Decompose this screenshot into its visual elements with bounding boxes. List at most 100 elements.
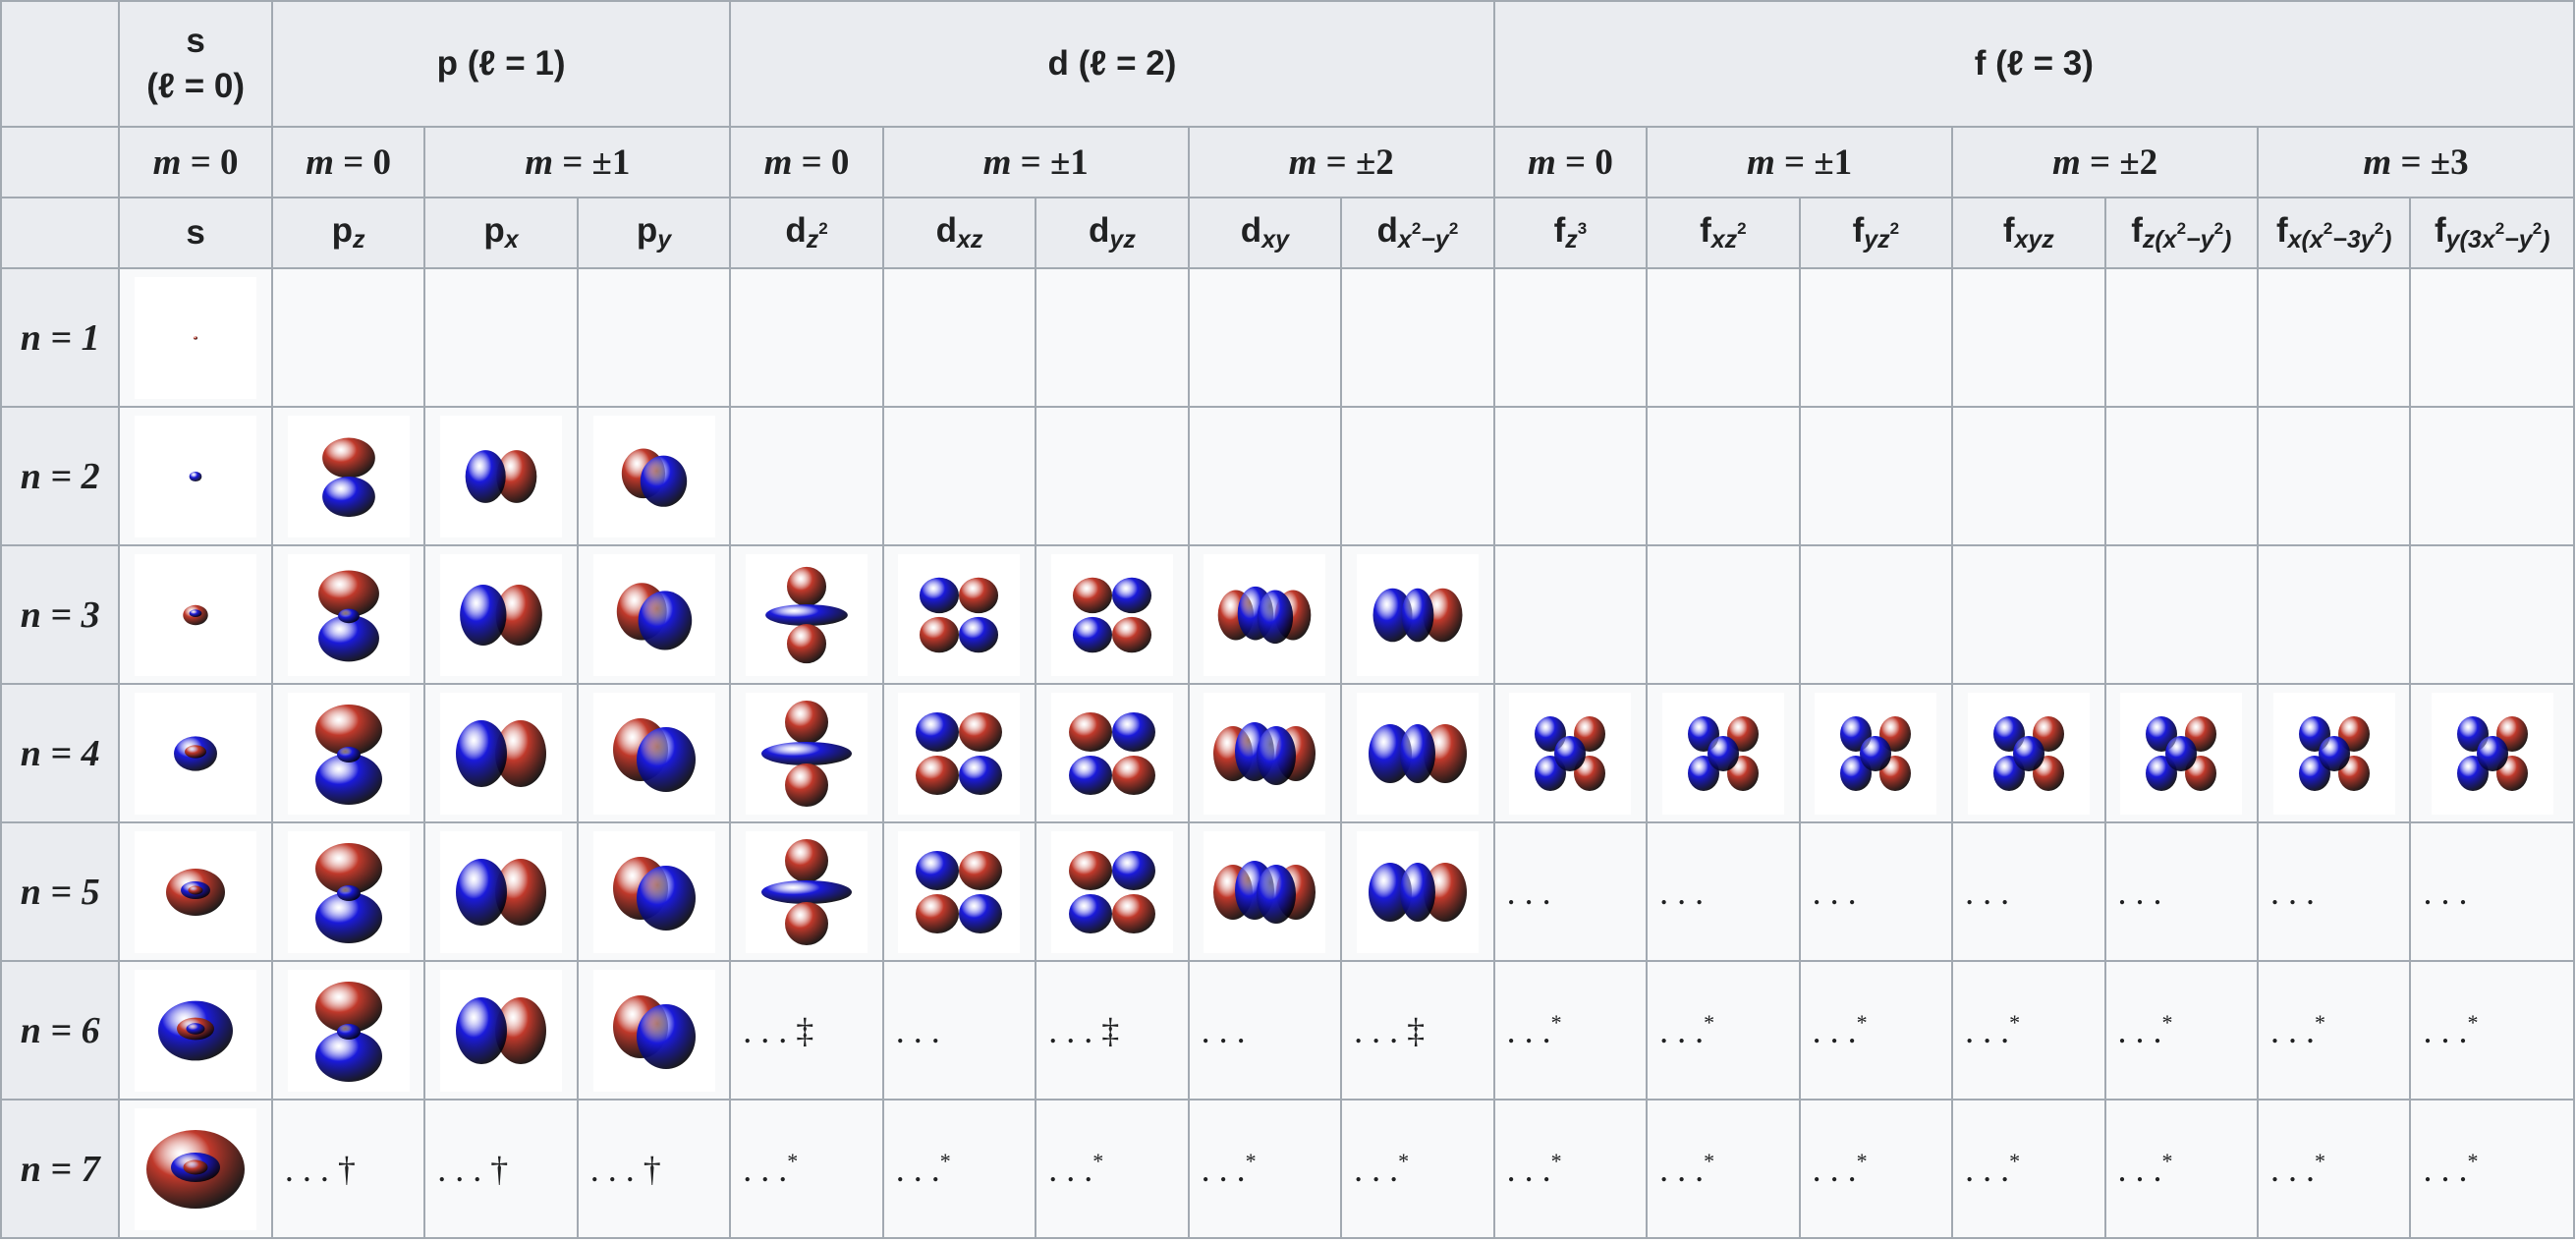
- orbital-row: n = 4: [0, 683, 2575, 823]
- ellipsis-cell: . . .*: [1798, 1099, 1954, 1239]
- row-label-n: n = 3: [0, 544, 121, 685]
- empty-cell: [1492, 544, 1649, 685]
- s-orbital-icon: [135, 692, 257, 815]
- row-label-n: n = 4: [0, 683, 121, 823]
- orbital-cell: [423, 683, 579, 823]
- orbital-cell: [576, 821, 732, 962]
- m-header: m = 0: [1492, 126, 1649, 198]
- orbital-name: fyz2: [1798, 197, 1954, 269]
- m-header: m = 0: [729, 126, 884, 198]
- orbital-name: fz3: [1492, 197, 1649, 269]
- py-orbital-icon: [592, 692, 715, 815]
- ellipsis-cell: . . .*: [1646, 960, 1801, 1101]
- m-header: m = 0: [118, 126, 273, 198]
- corner-cell: [0, 197, 121, 269]
- ellipsis-cell: . . .*: [1340, 1099, 1495, 1239]
- empty-cell: [423, 267, 579, 408]
- orbital-name: fxyz: [1951, 197, 2106, 269]
- empty-cell: [729, 406, 884, 546]
- dx2y2-orbital-icon: [1356, 692, 1479, 815]
- orbital-cell: [1798, 683, 1954, 823]
- fz3-orbital-icon: [1509, 692, 1632, 815]
- ellipsis-cell: . . .*: [881, 1099, 1037, 1239]
- ellipsis-cell: . . .: [1798, 821, 1954, 962]
- ellipsis-cell: . . .*: [1798, 960, 1954, 1101]
- empty-cell: [1951, 544, 2106, 685]
- orbital-cell: [576, 960, 732, 1101]
- pz-orbital-icon: [287, 969, 410, 1092]
- empty-cell: [1187, 267, 1343, 408]
- orbital-cell: [1646, 683, 1801, 823]
- orbital-name: dxz: [881, 197, 1037, 269]
- row-label-n: n = 5: [0, 821, 121, 962]
- l-header-s: s (ℓ = 0): [118, 0, 273, 128]
- orbital-row: n = 7. . . †. . . †. . . †. . .*. . .*. …: [0, 1099, 2575, 1239]
- px-orbital-icon: [440, 692, 563, 815]
- m-header: m = 0: [270, 126, 426, 198]
- empty-cell: [2257, 406, 2412, 546]
- m-header: m = ±1: [881, 126, 1190, 198]
- pz-orbital-icon: [287, 415, 410, 537]
- ellipsis-cell: . . .*: [1951, 960, 2106, 1101]
- ellipsis-cell: . . .*: [1035, 1099, 1190, 1239]
- s-orbital-icon: [135, 276, 257, 399]
- empty-cell: [1951, 267, 2106, 408]
- py-orbital-icon: [592, 415, 715, 537]
- ellipsis-cell: . . . ‡: [729, 960, 884, 1101]
- ellipsis-cell: . . .*: [2103, 960, 2260, 1101]
- row-label-n: n = 7: [0, 1099, 121, 1239]
- px-orbital-icon: [440, 415, 563, 537]
- orbital-cell: [576, 683, 732, 823]
- orbital-cell: [881, 544, 1037, 685]
- fxyz-orbital-icon: [1967, 692, 2090, 815]
- empty-cell: [2409, 406, 2575, 546]
- orbital-cell: [423, 960, 579, 1101]
- orbital-name: fz(x2−y2): [2103, 197, 2260, 269]
- fyz2-orbital-icon: [1815, 692, 1937, 815]
- orbital-cell: [1340, 683, 1495, 823]
- ellipsis-cell: . . .*: [2257, 1099, 2412, 1239]
- m-header-row: m = 0 m = 0 m = ±1 m = 0 m = ±1 m = ±2 m…: [0, 126, 2575, 198]
- orbital-name: s: [118, 197, 273, 269]
- ellipsis-cell: . . .*: [2409, 1099, 2575, 1239]
- row-label-n: n = 6: [0, 960, 121, 1101]
- m-header: m = ±2: [1951, 126, 2260, 198]
- dxz-orbital-icon: [898, 692, 1021, 815]
- fy-orbital-icon: [2431, 692, 2553, 815]
- pz-orbital-icon: [287, 553, 410, 676]
- s-orbital-icon: [135, 553, 257, 676]
- empty-cell: [1340, 267, 1495, 408]
- empty-cell: [1646, 267, 1801, 408]
- ellipsis-cell: . . . †: [576, 1099, 732, 1239]
- orbital-cell: [729, 544, 884, 685]
- ellipsis-cell: . . .*: [2103, 1099, 2260, 1239]
- orbital-cell: [2257, 683, 2412, 823]
- dxy-orbital-icon: [1204, 830, 1326, 953]
- empty-cell: [1646, 406, 1801, 546]
- l-header-p: p (ℓ = 1): [270, 0, 732, 128]
- dx2y2-orbital-icon: [1356, 830, 1479, 953]
- empty-cell: [1340, 406, 1495, 546]
- dz2-orbital-icon: [746, 553, 868, 676]
- orbital-cell: [1340, 544, 1495, 685]
- empty-cell: [1798, 267, 1954, 408]
- s-orbital-icon: [135, 1107, 257, 1230]
- ellipsis-cell: . . . ‡: [1340, 960, 1495, 1101]
- dyz-orbital-icon: [1050, 553, 1173, 676]
- orbital-name: dx2−y2: [1340, 197, 1495, 269]
- ellipsis-cell: . . .*: [729, 1099, 884, 1239]
- s-orbital-icon: [135, 969, 257, 1092]
- orbital-row: n = 3: [0, 544, 2575, 685]
- orbital-cell: [1187, 544, 1343, 685]
- orbital-row: n = 5. . .. . .. . .. . .. . .. . .. . .: [0, 821, 2575, 962]
- orbital-row: n = 1: [0, 267, 2575, 408]
- pz-orbital-icon: [287, 692, 410, 815]
- orbital-cell: [1035, 683, 1190, 823]
- orbital-name: dz2: [729, 197, 884, 269]
- empty-cell: [2103, 406, 2260, 546]
- ellipsis-cell: . . .*: [1646, 1099, 1801, 1239]
- dxz-orbital-icon: [898, 830, 1021, 953]
- orbital-cell: [881, 821, 1037, 962]
- orbital-cell: [270, 406, 426, 546]
